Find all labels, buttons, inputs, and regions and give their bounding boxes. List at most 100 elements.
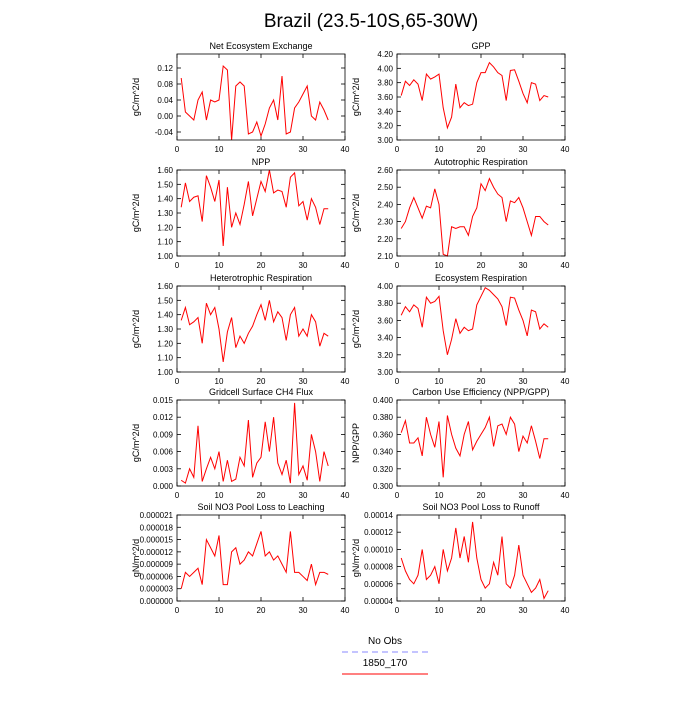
y-tick-label: 3.00: [377, 368, 393, 377]
data-line: [400, 287, 549, 355]
y-tick-label: 0.006: [153, 448, 174, 457]
x-tick-label: 10: [215, 145, 224, 154]
y-tick-label: 2.10: [377, 252, 393, 261]
y-tick-label: 0.380: [373, 413, 394, 422]
x-tick-label: 40: [341, 261, 350, 270]
x-tick-label: 10: [435, 606, 444, 615]
panel: Soil NO3 Pool Loss to LeachinggN/m^2/d0.…: [131, 502, 350, 615]
legend: No Obs 1850_170: [342, 636, 428, 675]
x-tick-label: 10: [215, 261, 224, 270]
y-tick-label: 3.80: [377, 79, 393, 88]
y-tick-label: 0.320: [373, 465, 394, 474]
y-tick-label: 3.60: [377, 316, 393, 325]
y-tick-label: 1.50: [157, 180, 173, 189]
y-tick-label: 0.00012: [364, 528, 393, 537]
y-tick-label: 4.00: [377, 64, 393, 73]
data-line: [400, 61, 549, 130]
data-line: [400, 177, 549, 257]
legend-label: No Obs: [368, 636, 402, 647]
panel: Gridcell Surface CH4 Flux gC/m^2/d 0.000 0.…: [131, 387, 350, 500]
x-tick-label: 30: [519, 145, 528, 154]
x-tick-label: 20: [477, 145, 486, 154]
x-tick-label: 20: [257, 261, 266, 270]
x-tick-label: 0: [175, 377, 180, 386]
y-tick-label: 0.00014: [364, 511, 393, 520]
x-tick-label: 40: [341, 491, 350, 500]
x-tick-label: 20: [477, 606, 486, 615]
y-tick-label: 1.50: [157, 296, 173, 305]
y-tick-label: 3.20: [377, 122, 393, 131]
x-tick-label: 40: [341, 606, 350, 615]
y-tick-label: 4.00: [377, 282, 393, 291]
x-tick-label: 30: [519, 491, 528, 500]
panel-title: Autotrophic Respiration: [434, 157, 528, 167]
x-tick-label: 20: [477, 377, 486, 386]
y-tick-label: 0.400: [373, 396, 394, 405]
plot-frame: [396, 285, 566, 373]
panel-title: Carbon Use Efficiency (NPP/GPP): [412, 387, 549, 397]
x-tick-label: 0: [395, 377, 400, 386]
y-tick-label: 3.80: [377, 299, 393, 308]
plot-frame: [176, 514, 346, 602]
x-tick-label: 10: [215, 491, 224, 500]
y-tick-label: 0.000021: [140, 511, 174, 520]
y-tick-label: 3.60: [377, 93, 393, 102]
y-tick-label: 1.30: [157, 325, 173, 334]
x-tick-label: 10: [215, 377, 224, 386]
y-tick-label: 0.00: [157, 112, 173, 121]
x-tick-label: 20: [477, 261, 486, 270]
y-axis-label: gC/m^2/d: [131, 310, 141, 348]
y-tick-label: 0.009: [153, 430, 174, 439]
y-tick-label: 3.40: [377, 107, 393, 116]
panel-title: Gridcell Surface CH4 Flux: [209, 387, 314, 397]
x-tick-label: 30: [299, 377, 308, 386]
panel: Carbon Use Efficiency (NPP/GPP) NPP/GPP 0.…: [351, 387, 570, 500]
y-tick-label: 2.30: [377, 218, 393, 227]
x-tick-label: 40: [561, 145, 570, 154]
x-tick-label: 40: [561, 491, 570, 500]
y-tick-label: 0.000009: [140, 560, 174, 569]
plot-frame: [396, 399, 566, 487]
x-tick-label: 10: [435, 145, 444, 154]
x-tick-label: 0: [395, 606, 400, 615]
x-tick-label: 30: [519, 606, 528, 615]
x-tick-label: 0: [175, 606, 180, 615]
data-line: [180, 300, 329, 363]
panel: Ecosystem Respiration gC/m^2/d 3.00 3.20 3.4…: [351, 273, 570, 386]
x-tick-label: 30: [299, 606, 308, 615]
plot-frame: [176, 285, 346, 373]
panel-title: Soil NO3 Pool Loss to Leaching: [197, 502, 324, 512]
y-tick-label: 0.300: [373, 482, 394, 491]
y-tick-label: 2.40: [377, 200, 393, 209]
x-tick-label: 30: [299, 491, 308, 500]
y-tick-label: 3.00: [377, 136, 393, 145]
y-tick-label: 0.000012: [140, 548, 174, 557]
x-tick-label: 0: [395, 261, 400, 270]
y-tick-label: -0.04: [155, 128, 174, 137]
plot-frame: [176, 169, 346, 257]
figure-title: Brazil (23.5-10S,65-30W): [264, 11, 478, 32]
x-tick-label: 20: [257, 491, 266, 500]
plot-frame: [176, 53, 346, 141]
x-tick-label: 30: [299, 261, 308, 270]
data-line: [180, 169, 329, 247]
y-tick-label: 0.000015: [140, 536, 174, 545]
y-tick-label: 0.00008: [364, 563, 393, 572]
panel-title: Ecosystem Respiration: [435, 273, 527, 283]
panel: Autotrophic Respiration gC/m^2/d 2.10 2.20 2…: [351, 157, 570, 270]
plot-frame: [176, 399, 346, 487]
y-axis-label: gC/m^2/d: [351, 78, 361, 116]
y-tick-label: 1.00: [157, 252, 173, 261]
data-line: [180, 531, 329, 589]
y-tick-label: 0.012: [153, 413, 174, 422]
panel: GPP gC/m^2/d 3.00 3.20 3.40 3.60 3.80 4.00 4.20 0…: [351, 41, 570, 154]
legend-label: 1850_170: [363, 658, 408, 669]
y-axis-label: gC/m^2/d: [351, 310, 361, 348]
y-tick-label: 1.20: [157, 339, 173, 348]
y-axis-label: gC/m^2/d: [131, 424, 141, 462]
x-tick-label: 30: [299, 145, 308, 154]
y-tick-label: 0.000018: [140, 523, 174, 532]
plot-frame: [396, 169, 566, 257]
